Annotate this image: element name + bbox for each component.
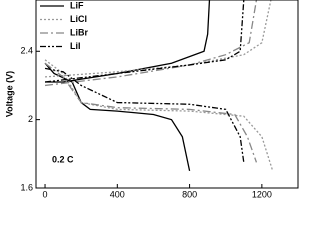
x-tick-label: 800 [182, 189, 197, 199]
legend-label: LiBr [70, 27, 88, 37]
annotation: 0.2 C [52, 154, 74, 164]
series-line [44, 0, 274, 172]
y-axis-label: Voltage (V) [4, 71, 14, 117]
plot-area [44, 0, 274, 172]
legend-label: LiCl [70, 14, 87, 24]
x-tick-label: 400 [110, 189, 125, 199]
chart: Voltage (V) 0.2 C LiF LiCl LiBr LiI 1.6 2 2.4 0… [4, 0, 299, 199]
series-line [44, 0, 245, 163]
series-line [44, 0, 258, 163]
plot-frame [35, 0, 299, 189]
y-tick-label: 2 [28, 114, 33, 124]
legend-label: LiF [70, 0, 84, 10]
y-tick-label: 2.4 [20, 46, 33, 56]
y-tick-label: 1.6 [20, 182, 33, 192]
x-tick-label: 1200 [252, 189, 272, 199]
legend-label: LiI [70, 41, 81, 51]
x-tick-label: 0 [43, 189, 48, 199]
